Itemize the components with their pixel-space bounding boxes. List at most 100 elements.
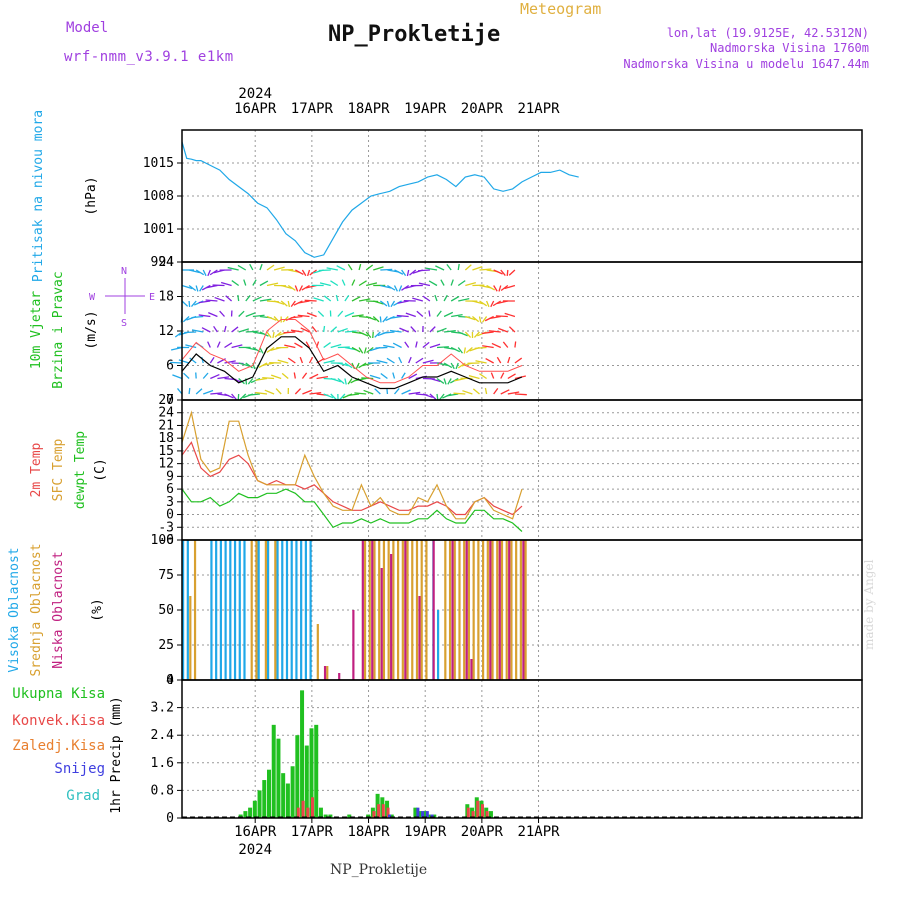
wind-barb xyxy=(450,346,461,353)
wind-barb xyxy=(457,280,466,287)
wind-barb xyxy=(408,373,418,380)
wind-barb xyxy=(408,356,412,364)
y-tick-label: 12 xyxy=(158,324,174,339)
y-tick-label: 18 xyxy=(158,290,174,305)
cloud-bar xyxy=(326,666,329,680)
wind-barb xyxy=(252,296,262,302)
cloud-bar xyxy=(189,596,192,680)
y-tick-label: 3.2 xyxy=(151,701,174,716)
wind-barb xyxy=(238,362,250,367)
model-label: Model xyxy=(66,20,109,36)
day-label-top: 17APR xyxy=(291,101,334,117)
wind-barb xyxy=(500,389,510,395)
wind-barb xyxy=(323,325,326,333)
cloud-bar xyxy=(186,540,189,680)
wind-barb xyxy=(490,300,495,308)
wind-barb xyxy=(429,343,441,349)
precip-bar xyxy=(422,811,427,818)
wind-barb xyxy=(479,268,492,271)
y-tick-label: -3 xyxy=(158,520,174,535)
cloud-bar xyxy=(219,540,222,680)
wind-barb xyxy=(380,268,393,271)
wind-barb xyxy=(486,284,496,291)
wind-speed-line xyxy=(181,336,523,390)
wind-barb xyxy=(266,315,277,321)
wind-barb xyxy=(309,373,319,380)
cloud-bar xyxy=(368,540,371,680)
wind-barb xyxy=(358,331,369,337)
wind-barb xyxy=(198,314,211,318)
wind-barb xyxy=(290,329,303,333)
wind-barb xyxy=(379,316,382,323)
wind-barb xyxy=(390,300,396,308)
wind-barb xyxy=(493,285,498,292)
wind-barb xyxy=(500,372,505,379)
wind-barb xyxy=(195,269,205,276)
wind-barb xyxy=(474,346,487,350)
wind-barb xyxy=(201,284,211,291)
year-label-bottom: 2024 xyxy=(238,842,272,858)
model-name: wrf-nmm_v3.9.1 e1km xyxy=(64,49,234,65)
day-label-top: 18APR xyxy=(347,101,390,117)
wind-barb xyxy=(443,378,447,385)
wind-barb xyxy=(387,284,396,291)
wind-barb xyxy=(485,357,494,364)
wind-barb xyxy=(323,342,331,349)
wind-barb xyxy=(481,331,494,335)
cloud-bar xyxy=(224,540,227,680)
precip-bar xyxy=(300,690,305,818)
precip-bar xyxy=(386,807,390,818)
wind-barb xyxy=(464,264,472,271)
wind-barb xyxy=(255,391,268,395)
wind-barb xyxy=(358,298,371,302)
wind-barb xyxy=(227,266,239,271)
wind-barb xyxy=(238,328,250,333)
wind-barb xyxy=(302,389,313,395)
y-tick-label: 50 xyxy=(158,603,174,618)
wind-barb xyxy=(465,281,477,287)
precip-bar xyxy=(471,811,475,818)
wind-barb xyxy=(358,280,367,287)
wind-barb xyxy=(465,347,473,354)
lonlat-label: lon,lat (19.9125E, 42.5312N) xyxy=(666,26,869,40)
cloud-bar xyxy=(363,540,367,680)
wind-barb xyxy=(259,347,264,354)
y-tick-label: 24 xyxy=(158,255,174,270)
wind-barb xyxy=(335,294,339,302)
precip-bar xyxy=(306,807,310,818)
day-label-bottom: 19APR xyxy=(404,824,447,840)
precip-bar xyxy=(267,769,271,818)
wind-ylabel-2: Brzina i Pravac xyxy=(51,271,66,388)
precip-bar xyxy=(427,814,432,818)
wind-barb xyxy=(259,263,263,271)
wind-barb xyxy=(372,331,374,339)
wind-barb xyxy=(415,341,418,348)
wind-barb xyxy=(248,393,260,396)
cloud-bar xyxy=(380,568,383,680)
wind-barb xyxy=(287,357,296,364)
wind-barb xyxy=(301,372,308,379)
day-label-top: 16APR xyxy=(234,101,277,117)
cloud-bar xyxy=(406,540,409,680)
wind-barb xyxy=(290,300,296,308)
cloud-bar xyxy=(510,540,513,680)
wind-barb xyxy=(293,300,303,306)
wind-barb xyxy=(418,282,431,287)
wind-barb xyxy=(287,284,296,291)
wind-barb xyxy=(347,263,353,271)
temp-series-line xyxy=(181,488,523,532)
wind-barb xyxy=(417,269,430,272)
precip-bar xyxy=(238,814,243,818)
wind-barb xyxy=(209,356,215,364)
wind-barb xyxy=(365,331,372,338)
compass-e: E xyxy=(149,292,155,303)
wind-barb xyxy=(498,327,509,333)
cloud-bar xyxy=(264,540,267,680)
day-label-bottom: 21APR xyxy=(517,824,560,840)
cloud-bar xyxy=(472,540,475,680)
wind-barb xyxy=(225,295,233,302)
wind-barb xyxy=(220,281,232,287)
cloud-bar xyxy=(238,540,241,680)
wind-barb xyxy=(475,360,487,364)
